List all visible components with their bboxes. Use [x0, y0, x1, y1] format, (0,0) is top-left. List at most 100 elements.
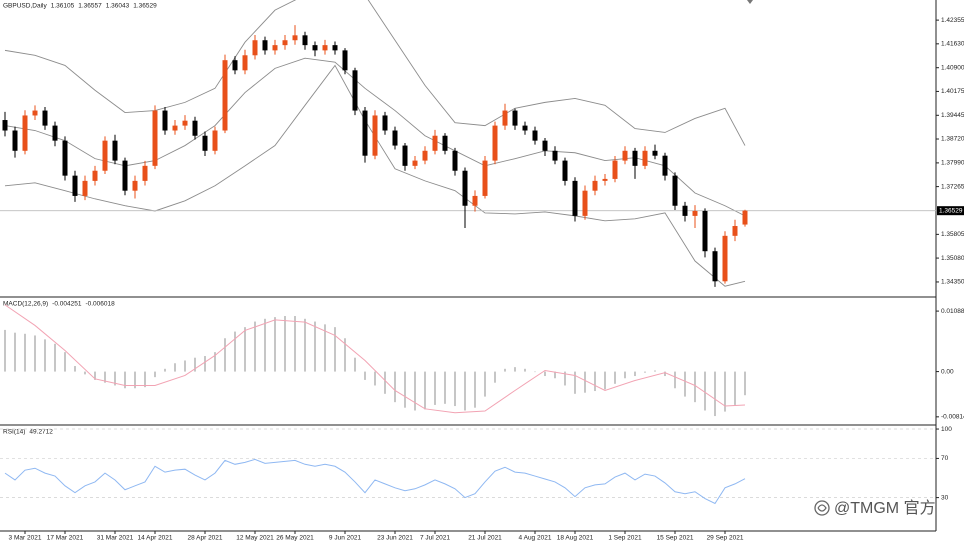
- candle-body: [372, 115, 378, 156]
- macd-bar: [594, 371, 596, 392]
- macd-bar: [724, 371, 726, 412]
- macd-bar: [694, 371, 696, 403]
- macd-bar: [274, 317, 276, 372]
- candle-body: [172, 125, 178, 131]
- candle-body: [412, 160, 418, 166]
- macd-bar: [54, 343, 56, 372]
- candle-body: [382, 115, 388, 131]
- rsi-value: 49.2712: [29, 429, 53, 436]
- macd-bar: [614, 371, 616, 384]
- x-tick-label: 17 Mar 2021: [47, 535, 84, 542]
- y-tick-label: 1.40900: [941, 64, 964, 71]
- x-tick-label: 15 Sep 2021: [657, 535, 694, 542]
- candle-body: [572, 180, 578, 216]
- macd-bar: [184, 360, 186, 372]
- macd-bar: [144, 371, 146, 388]
- macd-bar: [734, 371, 736, 405]
- macd-bar: [34, 335, 36, 372]
- macd-bar: [214, 352, 216, 372]
- candle-body: [12, 130, 18, 151]
- y-tick-label: 1.41630: [941, 41, 964, 48]
- candle-body: [662, 155, 668, 176]
- macd-bar: [114, 371, 116, 386]
- candle-body: [682, 205, 688, 216]
- macd-bar: [704, 371, 706, 411]
- macd-bar: [454, 371, 456, 407]
- macd-bar: [684, 371, 686, 397]
- macd-bar: [344, 338, 346, 372]
- macd-bar: [74, 366, 76, 372]
- candle-body: [652, 150, 658, 156]
- candle-body: [2, 120, 8, 131]
- macd-bar: [224, 338, 226, 372]
- macd-bar: [664, 371, 666, 377]
- x-tick-label: 4 Aug 2021: [519, 535, 552, 542]
- candle-body: [552, 150, 558, 161]
- macd-bar: [504, 368, 506, 372]
- bollinger-band: [4, 0, 746, 146]
- macd-bar: [134, 371, 136, 389]
- y-tick-label: 1.38720: [941, 136, 964, 143]
- y-tick-label: 1.34350: [941, 279, 964, 286]
- macd-bar: [84, 371, 86, 375]
- macd-bar: [374, 371, 376, 386]
- candle-body: [292, 35, 298, 41]
- macd-bar: [564, 371, 566, 386]
- x-tick-label: 28 Apr 2021: [187, 535, 222, 542]
- macd-bar: [64, 352, 66, 372]
- candle-body: [492, 125, 498, 161]
- candle-body: [402, 145, 408, 166]
- y-tick-label: 1.37990: [941, 160, 964, 167]
- candle-body: [562, 160, 568, 181]
- candle-body: [502, 110, 508, 126]
- macd-bar: [194, 357, 196, 372]
- macd-bar: [644, 371, 646, 373]
- macd-bar: [334, 327, 336, 372]
- macd-signal-line: [4, 304, 746, 414]
- x-tick-label: 12 May 2021: [236, 535, 274, 542]
- macd-bar: [234, 331, 236, 372]
- candle-body: [532, 130, 538, 141]
- candle-body: [72, 175, 78, 196]
- candle-body: [392, 130, 398, 146]
- macd-bar: [404, 371, 406, 408]
- y-tick-label: 30: [941, 494, 949, 501]
- macd-bar: [14, 332, 16, 372]
- y-tick-label: 1.42355: [941, 17, 964, 24]
- x-tick-label: 14 Apr 2021: [137, 535, 172, 542]
- macd-bar: [574, 371, 576, 394]
- candle-body: [742, 210, 748, 225]
- x-tick-label: 9 Jun 2021: [329, 535, 362, 542]
- macd-bar: [364, 371, 366, 380]
- macd-bar: [254, 321, 256, 372]
- candle-body: [702, 210, 708, 252]
- macd-bar: [474, 371, 476, 408]
- rsi-line: [4, 458, 746, 505]
- candle-body: [452, 150, 458, 171]
- bollinger-band: [4, 64, 746, 287]
- candle-body: [202, 135, 208, 151]
- macd-bar: [674, 371, 676, 389]
- candle-body: [612, 160, 618, 179]
- candle-body: [182, 120, 188, 126]
- current-price-label: 1.36529: [939, 207, 963, 214]
- candle-body: [222, 60, 228, 131]
- y-tick-label: 1.40175: [941, 88, 964, 95]
- candle-body: [522, 125, 528, 131]
- candle-body: [212, 130, 218, 151]
- macd-bar: [314, 321, 316, 372]
- candle-body: [52, 125, 58, 141]
- candle-body: [592, 180, 598, 191]
- candle-body: [152, 110, 158, 166]
- x-tick-label: 3 Mar 2021: [9, 535, 42, 542]
- candle-body: [462, 170, 468, 206]
- x-tick-label: 31 Mar 2021: [97, 535, 134, 542]
- macd-bar: [124, 371, 126, 389]
- last-close: 1.36529: [133, 3, 157, 10]
- macd-bar: [494, 371, 496, 383]
- macd-bar: [534, 371, 536, 373]
- candle-body: [312, 45, 318, 51]
- candle-body: [92, 170, 98, 181]
- candle-body: [62, 140, 68, 176]
- macd-bar: [624, 371, 626, 379]
